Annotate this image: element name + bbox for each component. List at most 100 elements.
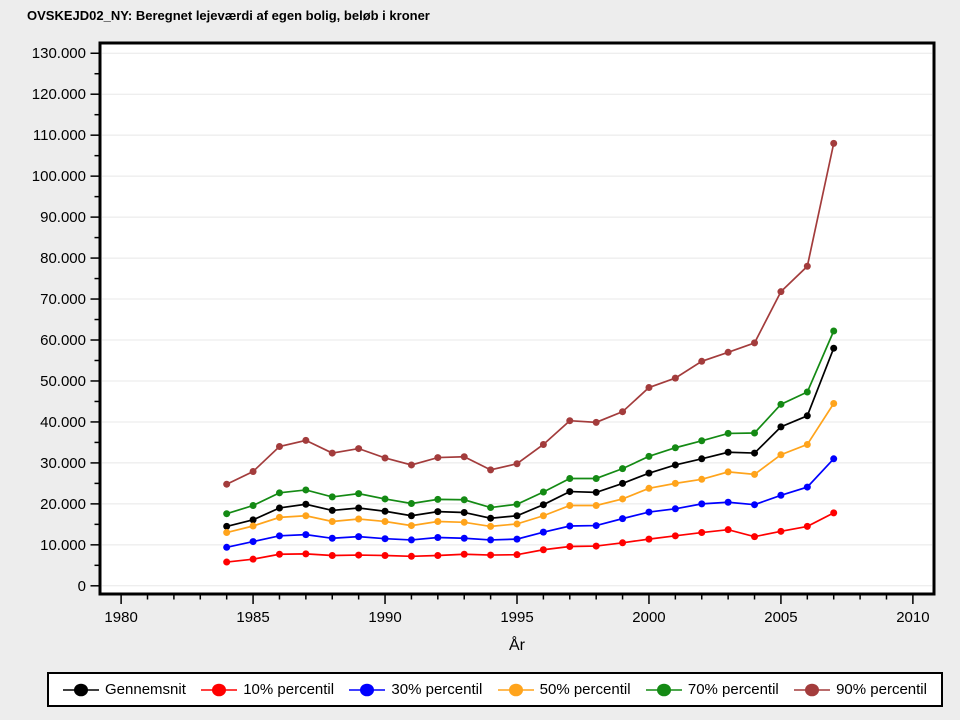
series-line (226, 347, 835, 528)
chart: 0 10.000 20.000 30.000 40.000 50.000 60.000 70.… (32, 41, 936, 654)
x-axis-label: År (509, 635, 526, 654)
data-point (539, 512, 547, 520)
data-point (434, 454, 442, 462)
data-point (355, 515, 363, 523)
data-point (777, 400, 785, 408)
data-point (223, 558, 231, 566)
data-point (407, 552, 415, 560)
data-point (803, 522, 811, 530)
data-point (355, 533, 363, 541)
data-point (249, 468, 257, 476)
series-line (226, 143, 835, 485)
data-point (275, 504, 283, 512)
data-point (724, 468, 732, 476)
legend-marker-icon (794, 683, 831, 696)
data-point (777, 288, 785, 296)
data-point (671, 374, 679, 382)
data-point (592, 474, 600, 482)
y-tick-label: 60.000 (40, 332, 86, 349)
legend-marker-icon (63, 683, 99, 696)
legend-marker-icon (349, 683, 386, 696)
data-point (355, 551, 363, 559)
y-tick-label: 40.000 (40, 414, 86, 431)
data-point (777, 527, 785, 535)
data-point (381, 535, 389, 543)
data-point (803, 440, 811, 448)
data-point (302, 486, 310, 494)
data-point (671, 532, 679, 540)
data-point (566, 502, 574, 510)
data-point (407, 461, 415, 469)
data-point (592, 522, 600, 530)
data-point (460, 550, 468, 558)
data-point (698, 357, 706, 365)
y-tick-label: 100.000 (32, 168, 86, 185)
data-point (777, 491, 785, 499)
data-point (275, 550, 283, 558)
x-tick-label: 1995 (500, 609, 533, 626)
data-point (830, 139, 838, 147)
data-point (777, 451, 785, 459)
data-point (328, 534, 336, 542)
data-point (566, 488, 574, 496)
data-point (830, 400, 838, 408)
y-tick-label: 0 (78, 578, 86, 595)
data-point (619, 408, 627, 416)
series-line (226, 458, 835, 549)
legend-label: 90% percentil (836, 681, 927, 698)
legend-marker-icon (645, 683, 682, 696)
legend-item: 90% percentil (794, 681, 927, 698)
data-point (619, 465, 627, 473)
data-point (777, 423, 785, 431)
data-point (513, 520, 521, 528)
y-tick-label: 10.000 (40, 537, 86, 554)
data-point (645, 469, 653, 477)
data-point (513, 460, 521, 468)
data-point (302, 550, 310, 558)
data-point (592, 418, 600, 426)
data-point (249, 516, 257, 524)
data-point (592, 502, 600, 510)
data-point (381, 454, 389, 462)
legend-label: 10% percentil (243, 681, 335, 698)
legend-marker-icon (201, 683, 238, 696)
data-point (724, 429, 732, 437)
data-point (566, 474, 574, 482)
plot-border (98, 41, 936, 596)
data-point (803, 388, 811, 396)
data-point (223, 510, 231, 518)
y-tick-label: 30.000 (40, 455, 86, 472)
data-point (751, 429, 759, 437)
x-tick-label: 2005 (764, 609, 797, 626)
data-point (539, 528, 547, 536)
x-tick-label: 2010 (896, 609, 929, 626)
data-point (751, 533, 759, 541)
data-point (355, 490, 363, 498)
page-title: OVSKEJD02_NY: Beregnet lejeværdi af egen… (27, 8, 430, 23)
data-point (592, 488, 600, 496)
data-point (566, 542, 574, 550)
data-point (381, 495, 389, 503)
legend-item: 50% percentil (497, 681, 631, 698)
data-point (328, 493, 336, 501)
data-point (830, 509, 838, 517)
data-point (724, 448, 732, 456)
x-tick-label: 1990 (368, 609, 401, 626)
data-point (381, 507, 389, 515)
data-point (434, 533, 442, 541)
data-point (434, 495, 442, 503)
data-point (460, 496, 468, 504)
legend-marker-icon (497, 683, 534, 696)
data-point (460, 508, 468, 516)
data-point (698, 455, 706, 463)
data-point (539, 501, 547, 509)
y-tick-label: 80.000 (40, 250, 86, 267)
data-point (751, 449, 759, 457)
data-point (671, 444, 679, 452)
data-point (381, 517, 389, 525)
data-point (223, 480, 231, 488)
data-point (249, 522, 257, 530)
data-point (487, 551, 495, 559)
data-point (381, 551, 389, 559)
